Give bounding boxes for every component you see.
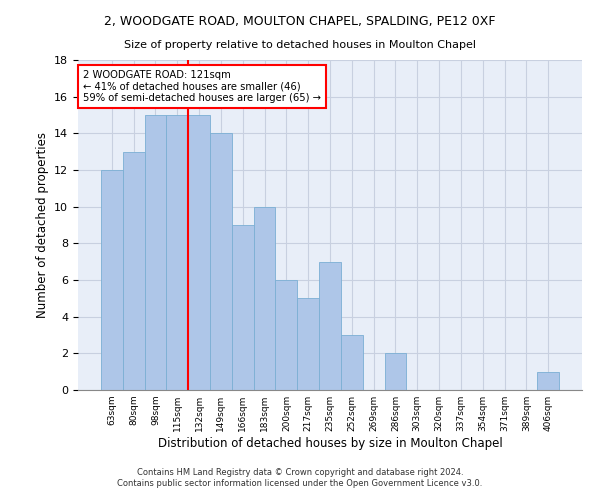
Bar (341, 335, 363, 390)
Bar (188, 115, 210, 390)
Bar (297, 298, 319, 390)
Text: Size of property relative to detached houses in Moulton Chapel: Size of property relative to detached ho… (124, 40, 476, 50)
Bar (275, 280, 297, 390)
Bar (385, 354, 406, 390)
Bar (254, 206, 275, 390)
Bar (232, 225, 254, 390)
Bar (166, 115, 188, 390)
Y-axis label: Number of detached properties: Number of detached properties (35, 132, 49, 318)
X-axis label: Distribution of detached houses by size in Moulton Chapel: Distribution of detached houses by size … (158, 437, 502, 450)
Text: Contains HM Land Registry data © Crown copyright and database right 2024.
Contai: Contains HM Land Registry data © Crown c… (118, 468, 482, 487)
Text: 2, WOODGATE ROAD, MOULTON CHAPEL, SPALDING, PE12 0XF: 2, WOODGATE ROAD, MOULTON CHAPEL, SPALDI… (104, 15, 496, 28)
Bar (101, 170, 123, 390)
Bar (210, 134, 232, 390)
Bar (537, 372, 559, 390)
Bar (145, 115, 166, 390)
Bar (123, 152, 145, 390)
Text: 2 WOODGATE ROAD: 121sqm
← 41% of detached houses are smaller (46)
59% of semi-de: 2 WOODGATE ROAD: 121sqm ← 41% of detache… (83, 70, 321, 103)
Bar (319, 262, 341, 390)
